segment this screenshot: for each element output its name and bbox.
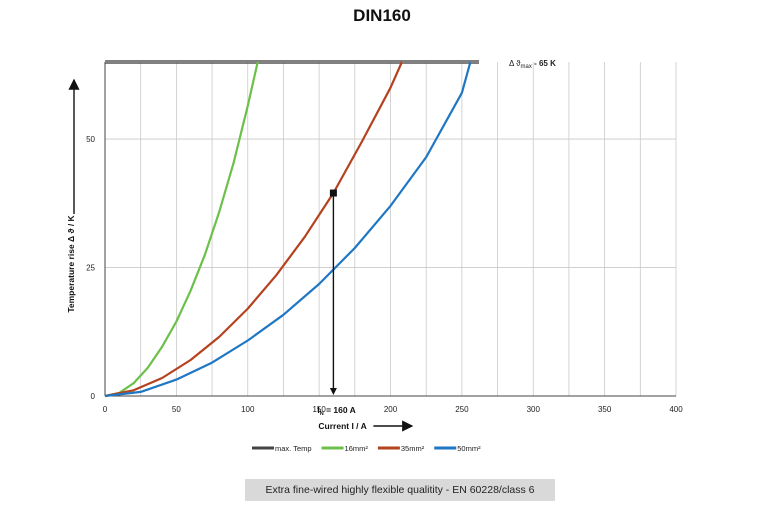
- y-tick-label: 50: [86, 135, 95, 144]
- legend-label: max. Temp: [275, 444, 312, 453]
- rated-current-arrowhead: [329, 388, 337, 395]
- rated-point-marker: [329, 189, 337, 197]
- x-tick-label: 250: [455, 405, 469, 414]
- chart-title: DIN160: [353, 6, 411, 25]
- footer-caption: Extra fine-wired highly flexible qualiti…: [245, 479, 555, 501]
- legend-label: 35mm²: [401, 444, 425, 453]
- max-temp-annotation: Δ ϑmax - 65 K: [509, 59, 556, 70]
- chart: 0 50 100 150 200 250 300 350 400 0 25 50 Δ ϑmax - 65…: [66, 59, 683, 453]
- legend: max. Temp 16mm² 35mm² 50mm²: [252, 444, 481, 453]
- series-line: [104, 61, 259, 398]
- series-line: [104, 61, 472, 398]
- series-line: [104, 61, 403, 398]
- series-group: [104, 60, 479, 398]
- legend-label: 50mm²: [457, 444, 481, 453]
- rated-current-label: IN = 160 A: [317, 405, 355, 417]
- legend-label: 16mm²: [345, 444, 369, 453]
- grid: [105, 62, 677, 397]
- x-tick-label: 350: [598, 405, 612, 414]
- axes: [68, 62, 676, 432]
- y-axis-title: Temperature rise Δ ϑ / K: [66, 214, 76, 312]
- x-tick-label: 200: [384, 405, 398, 414]
- x-tick-label: 150: [312, 405, 326, 414]
- x-tick-label: 0: [103, 405, 108, 414]
- x-tick-label: 50: [172, 405, 181, 414]
- x-tick-label: 400: [669, 405, 683, 414]
- y-tick-label: 0: [91, 392, 96, 401]
- labels: 0 50 100 150 200 250 300 350 400 0 25 50 Δ ϑmax - 65…: [66, 59, 683, 431]
- x-tick-label: 300: [527, 405, 541, 414]
- y-tick-label: 25: [86, 264, 95, 273]
- x-tick-label: 100: [241, 405, 255, 414]
- x-axis-title: Current I / A: [318, 421, 366, 431]
